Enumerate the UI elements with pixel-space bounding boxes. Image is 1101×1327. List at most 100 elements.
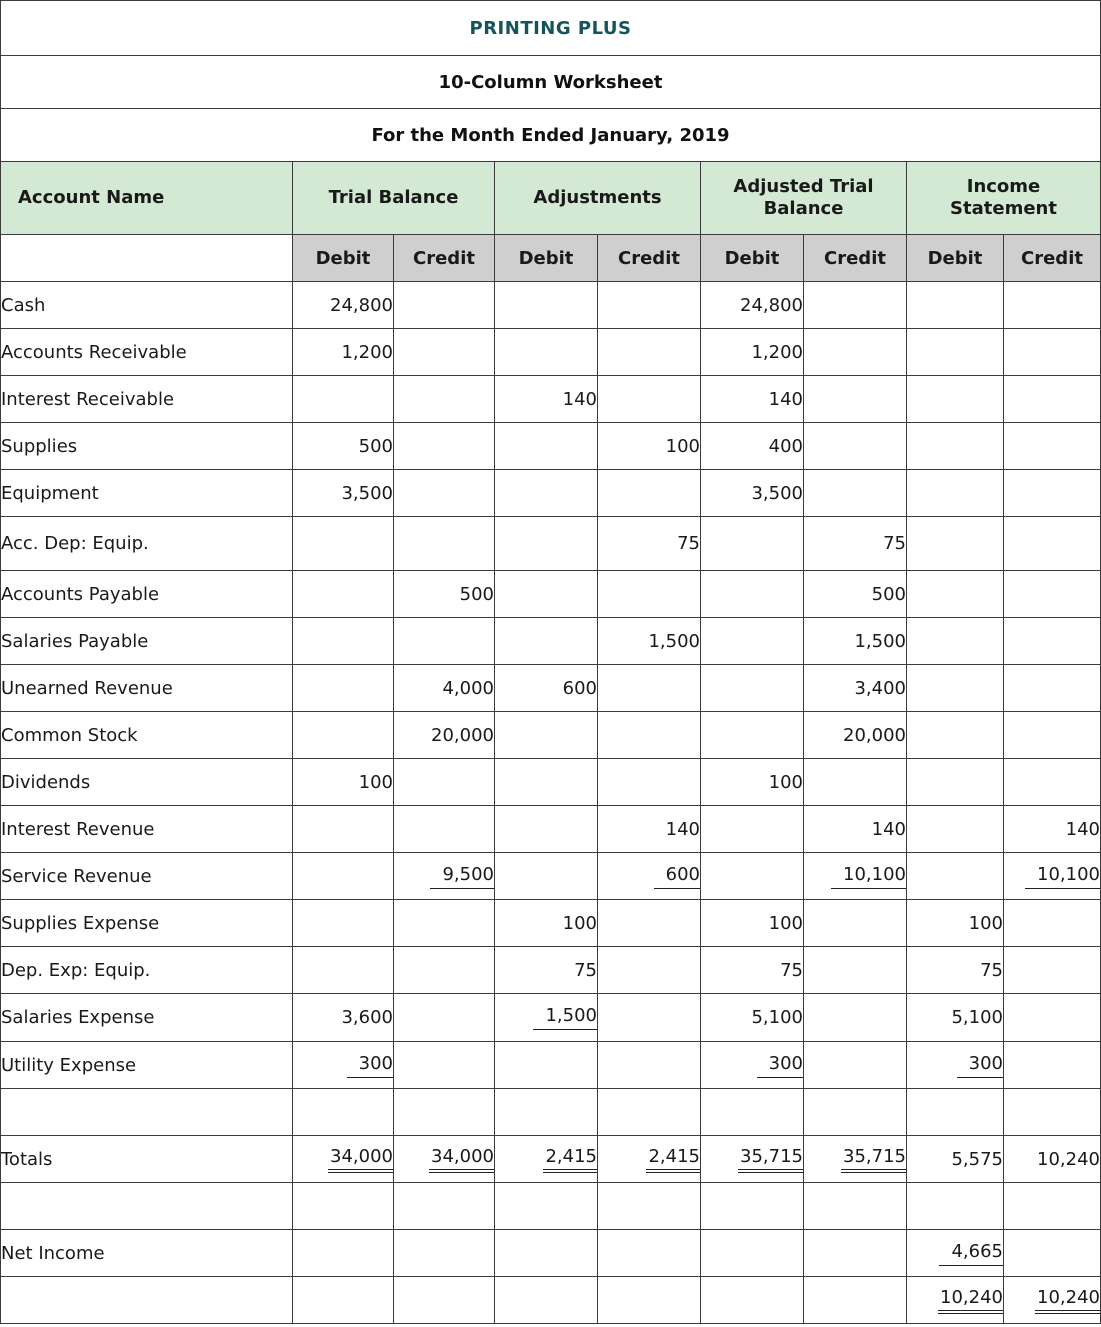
amount-cell [803,1276,907,1324]
amount-cell [494,422,598,470]
worksheet-row: Salaries Payable 1,500 1,500 [0,617,1101,665]
amount-cell: 3,500 [700,469,804,517]
amount-cell [494,281,598,329]
subheader-debit: Debit [494,234,598,282]
double-underlined-amount: 2,415 [646,1146,700,1173]
amount-cell [494,469,598,517]
account-name: Accounts Receivable [0,328,293,376]
amount-cell [494,516,598,571]
amount-cell [1002,1229,1101,1277]
amount-cell [292,711,394,759]
account-name: Accounts Payable [0,570,293,618]
amount-cell [292,899,394,947]
amount-cell [494,1182,598,1230]
amount-cell [1002,1088,1101,1136]
amount-cell: 10,240 [906,1276,1004,1324]
worksheet-row: Interest Revenue 140 140 140 [0,805,1101,853]
worksheet-row: Supplies 500 100 400 [0,422,1101,470]
worksheet-row: Unearned Revenue 4,000 600 3,400 [0,664,1101,712]
double-underlined-amount: 10,240 [1035,1287,1101,1314]
amount-cell: 75 [700,946,804,994]
amount-cell [393,516,495,571]
account-name: Acc. Dep: Equip. [0,516,293,571]
underlined-amount: 1,500 [533,1006,597,1030]
amount-cell: 2,415 [597,1135,701,1183]
worksheet-body: Cash 24,800 24,800 Accounts Receivable 1,200… [0,281,1101,1324]
amount-cell [393,1276,495,1324]
amount-cell: 140 [700,375,804,423]
amount-cell [597,1182,701,1230]
amount-cell [393,805,495,853]
amount-cell [393,1182,495,1230]
amount-cell [292,946,394,994]
amount-cell [494,1229,598,1277]
group-header-adjustments: Adjustments [494,161,701,235]
amount-cell [700,516,804,571]
amount-cell [292,664,394,712]
amount-cell [803,758,907,806]
company-name: PRINTING PLUS [0,0,1101,56]
account-name: Net Income [0,1229,293,1277]
double-underlined-amount: 2,415 [543,1146,597,1173]
amount-cell: 35,715 [700,1135,804,1183]
amount-cell [700,664,804,712]
worksheet-row: Net Income 4,665 [0,1229,1101,1277]
amount-cell [597,1276,701,1324]
account-name: Cash [0,281,293,329]
amount-cell [494,758,598,806]
amount-cell: 75 [597,516,701,571]
amount-cell [1002,328,1101,376]
amount-cell [803,1041,907,1089]
double-underlined-amount: 34,000 [429,1146,494,1173]
underlined-amount: 300 [346,1053,393,1078]
worksheet-row: Cash 24,800 24,800 [0,281,1101,329]
worksheet-row: Acc. Dep: Equip. 75 75 [0,516,1101,571]
amount-cell: 1,500 [494,993,598,1042]
account-name [0,1088,293,1136]
amount-cell [494,805,598,853]
amount-cell [292,375,394,423]
double-underlined-amount: 10,240 [938,1287,1003,1314]
account-name: Equipment [0,469,293,517]
worksheet-row: Utility Expense 300 300 300 [0,1041,1101,1089]
worksheet-title: 10-Column Worksheet [0,55,1101,109]
amount-cell [906,516,1004,571]
amount-cell [597,281,701,329]
amount-cell [393,328,495,376]
worksheet-row [0,1088,1101,1136]
amount-cell [292,805,394,853]
amount-cell [803,899,907,947]
amount-cell: 140 [803,805,907,853]
amount-cell [906,281,1004,329]
amount-cell [393,758,495,806]
amount-cell: 100 [597,422,701,470]
amount-cell [292,852,394,900]
amount-cell: 300 [700,1041,804,1089]
amount-cell [393,993,495,1042]
amount-cell [597,711,701,759]
amount-cell [597,1041,701,1089]
account-name-header: Account Name [0,161,293,235]
amount-cell [597,1088,701,1136]
worksheet-row: Interest Receivable 140 140 [0,375,1101,423]
amount-cell: 5,100 [700,993,804,1042]
amount-cell [393,1041,495,1089]
amount-cell [1002,1182,1101,1230]
account-name: Interest Revenue [0,805,293,853]
amount-cell [700,805,804,853]
amount-cell [393,946,495,994]
amount-cell [1002,946,1101,994]
amount-cell [803,1182,907,1230]
double-underlined-amount: 35,715 [841,1146,906,1173]
amount-cell [1002,375,1101,423]
amount-cell [803,281,907,329]
amount-cell: 3,600 [292,993,394,1042]
amount-cell [906,1182,1004,1230]
amount-cell [494,1088,598,1136]
amount-cell [906,664,1004,712]
amount-cell: 140 [494,375,598,423]
worksheet-row: Equipment 3,500 3,500 [0,469,1101,517]
amount-cell [700,570,804,618]
group-header-trial-balance: Trial Balance [292,161,495,235]
amount-cell [700,852,804,900]
